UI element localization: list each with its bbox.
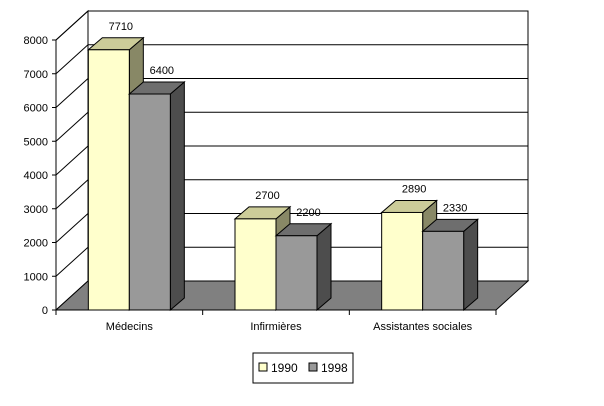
gridline-side (55, 179, 89, 210)
x-category-label: Infirmières (250, 321, 302, 333)
bar (275, 235, 318, 311)
y-tick-label: 0 (42, 305, 48, 317)
gridline-side (55, 145, 89, 176)
bar-side (169, 80, 185, 312)
y-tick-label: 5000 (24, 136, 48, 148)
bar-1998-0 (127, 80, 186, 312)
legend-label: 1990 (271, 361, 298, 375)
y-axis: 0 1000 2000 3000 4000 5000 6000 7000 8000 (24, 35, 57, 317)
gridline-side (55, 78, 89, 108)
legend: 1990 1998 (252, 352, 354, 384)
y-tick-label: 2000 (24, 238, 48, 250)
gridline-side (55, 246, 89, 277)
y-tick-label: 8000 (24, 35, 48, 47)
bar (128, 93, 171, 311)
gridline-side (55, 44, 89, 75)
gridline-side (55, 10, 89, 41)
legend-label: 1998 (321, 361, 348, 375)
x-category-label: Médecins (106, 321, 154, 333)
data-label: 6400 (150, 65, 174, 77)
legend-swatch (258, 362, 268, 372)
y-tick-label: 6000 (24, 103, 48, 115)
x-axis: Médecins Infirmières Assistantes sociales (55, 309, 497, 333)
y-tick-label: 1000 (24, 271, 48, 283)
bar-side (316, 222, 332, 312)
data-label: 2890 (402, 183, 426, 195)
legend-box (252, 352, 354, 384)
gridline-side (55, 213, 89, 243)
bar (381, 211, 424, 311)
data-label: 2200 (296, 207, 320, 219)
x-category-label: Assistantes sociales (373, 321, 473, 333)
data-label: 2700 (255, 190, 279, 202)
bar (422, 230, 465, 311)
gridline-side (55, 111, 89, 142)
y-tick-label: 4000 (24, 170, 48, 182)
bar-1998-1 (274, 222, 333, 312)
bar-1998-2 (421, 218, 480, 312)
bar (234, 218, 277, 311)
data-label: 7710 (109, 21, 133, 33)
bars: 7710 6400 2700 2200 2890 2330 (86, 21, 480, 312)
y-tick-label: 7000 (24, 69, 48, 81)
data-label: 2330 (443, 202, 467, 214)
y-tick-label: 3000 (24, 204, 48, 216)
bar-side (463, 218, 479, 312)
bar (87, 49, 130, 311)
legend-swatch (308, 362, 318, 372)
